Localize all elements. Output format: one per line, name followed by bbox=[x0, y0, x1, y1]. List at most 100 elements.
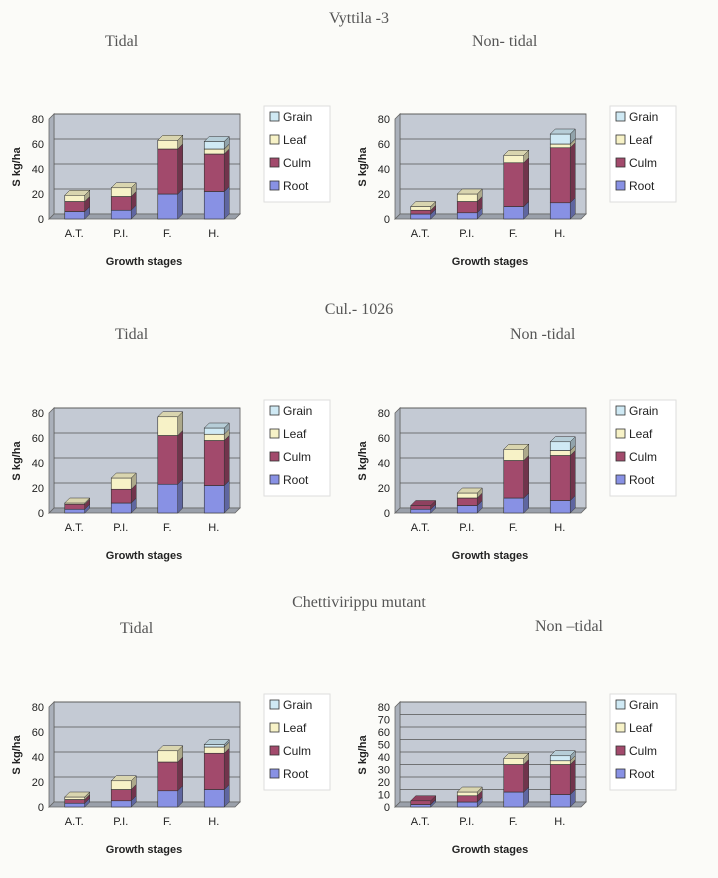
legend-label: Leaf bbox=[283, 721, 307, 735]
chart-cul1026-tidal: 0 20 40 60 80 A.T. P.I. F. H. Growth stages S kg/h… bbox=[6, 390, 346, 572]
y-tick-label: 0 bbox=[384, 802, 390, 814]
bar-segment bbox=[203, 422, 230, 435]
bar-segment bbox=[203, 148, 230, 193]
bar-segment bbox=[157, 134, 184, 150]
legend-swatch bbox=[615, 451, 626, 462]
x-tick-label: A.T. bbox=[411, 816, 430, 828]
tidal-label-3: Tidal bbox=[120, 620, 154, 637]
bar-segment bbox=[110, 775, 137, 791]
y-tick-label: 50 bbox=[378, 740, 390, 752]
x-axis-title: Growth stages bbox=[452, 550, 528, 562]
bar-segment bbox=[456, 487, 483, 499]
y-tick-label: 0 bbox=[384, 508, 390, 520]
bar-segment bbox=[157, 411, 184, 437]
x-tick-label: A.T. bbox=[65, 816, 84, 828]
legend-label: Culm bbox=[283, 744, 311, 758]
legend-swatch bbox=[269, 699, 280, 710]
y-tick-label: 10 bbox=[378, 790, 390, 802]
x-tick-label: A.T. bbox=[65, 522, 84, 534]
legend-swatch bbox=[615, 111, 626, 122]
legend-swatch bbox=[615, 157, 626, 168]
y-tick-label: 80 bbox=[378, 408, 390, 420]
chart-vyttila-tidal: 0 20 40 60 80 A.T. P.I. F. H. Growth stages S kg/h… bbox=[6, 96, 346, 278]
legend-swatch bbox=[615, 722, 626, 733]
legend-label: Root bbox=[629, 767, 655, 781]
y-axis-title: S kg/ha bbox=[357, 735, 369, 775]
legend-swatch bbox=[269, 157, 280, 168]
legend-swatch bbox=[269, 768, 280, 779]
x-tick-label: F. bbox=[509, 522, 518, 534]
bar-segment bbox=[503, 443, 530, 462]
bar-segment bbox=[203, 135, 230, 150]
y-tick-label: 60 bbox=[378, 139, 390, 151]
y-tick-label: 80 bbox=[378, 702, 390, 714]
bar-segment bbox=[110, 472, 137, 490]
bar-segment bbox=[110, 182, 137, 198]
legend-label: Grain bbox=[283, 698, 312, 712]
bar-segment bbox=[203, 738, 230, 748]
bar-segment bbox=[456, 786, 483, 797]
y-tick-label: 30 bbox=[378, 765, 390, 777]
legend-label: Leaf bbox=[629, 133, 653, 147]
y-tick-label: 40 bbox=[378, 752, 390, 764]
bar-segment bbox=[549, 750, 576, 762]
y-tick-label: 20 bbox=[32, 189, 44, 201]
legend-swatch bbox=[269, 428, 280, 439]
y-tick-label: 20 bbox=[378, 483, 390, 495]
x-tick-label: P.I. bbox=[459, 522, 474, 534]
y-tick-label: 20 bbox=[378, 777, 390, 789]
y-tick-label: 20 bbox=[378, 189, 390, 201]
bar-segment bbox=[503, 149, 530, 164]
x-axis-title: Growth stages bbox=[452, 256, 528, 268]
bar-segment bbox=[503, 454, 530, 499]
bar-segment bbox=[456, 188, 483, 203]
x-axis-title: Growth stages bbox=[106, 844, 182, 856]
x-tick-label: H. bbox=[554, 522, 565, 534]
bar-segment bbox=[157, 429, 184, 485]
legend-label: Culm bbox=[629, 450, 657, 464]
chart-cul1026-nontidal: 0 20 40 60 80 A.T. P.I. F. H. Growth stages S kg/h… bbox=[352, 390, 692, 572]
legend-label: Leaf bbox=[283, 133, 307, 147]
tidal-label-1: Tidal bbox=[105, 33, 139, 50]
chart-chettivirippu-tidal: 0 20 40 60 80 A.T. P.I. F. H. Growth stages S kg/h… bbox=[6, 684, 346, 866]
x-tick-label: H. bbox=[208, 522, 219, 534]
nontidal-label-2: Non -tidal bbox=[510, 326, 576, 343]
bar-segment bbox=[410, 795, 437, 806]
y-tick-label: 80 bbox=[32, 114, 44, 126]
legend-swatch bbox=[269, 180, 280, 191]
chart-vyttila-nontidal: 0 20 40 60 80 A.T. P.I. F. H. Growth stages S kg/h… bbox=[352, 96, 692, 278]
bar-segment bbox=[503, 752, 530, 766]
x-axis-title: Growth stages bbox=[452, 844, 528, 856]
plot-side-wall bbox=[394, 701, 401, 808]
bar-segment bbox=[203, 434, 230, 487]
plot-side-wall bbox=[394, 407, 401, 514]
x-tick-label: A.T. bbox=[411, 228, 430, 240]
legend-swatch bbox=[615, 745, 626, 756]
y-axis-title: S kg/ha bbox=[11, 735, 23, 775]
y-axis-title: S kg/ha bbox=[357, 441, 369, 481]
legend-swatch bbox=[269, 474, 280, 485]
x-tick-label: P.I. bbox=[113, 228, 128, 240]
legend-swatch bbox=[615, 405, 626, 416]
y-tick-label: 40 bbox=[32, 458, 44, 470]
y-tick-label: 70 bbox=[378, 715, 390, 727]
bar-segment bbox=[503, 157, 530, 208]
x-axis-title: Growth stages bbox=[106, 256, 182, 268]
y-tick-label: 0 bbox=[384, 214, 390, 226]
legend-label: Grain bbox=[629, 110, 658, 124]
y-tick-label: 40 bbox=[378, 458, 390, 470]
legend-swatch bbox=[615, 474, 626, 485]
x-tick-label: H. bbox=[554, 228, 565, 240]
bar-segment bbox=[549, 142, 576, 204]
section-title-3: Chettivirippu mutant bbox=[292, 594, 426, 611]
nontidal-label-3: Non –tidal bbox=[535, 618, 603, 635]
x-tick-label: P.I. bbox=[459, 816, 474, 828]
legend-label: Grain bbox=[629, 404, 658, 418]
y-axis-title: S kg/ha bbox=[11, 441, 23, 481]
x-tick-label: H. bbox=[208, 228, 219, 240]
x-tick-label: F. bbox=[163, 228, 172, 240]
bar-segment bbox=[203, 747, 230, 791]
legend-swatch bbox=[269, 722, 280, 733]
tidal-label-2: Tidal bbox=[115, 326, 149, 343]
bar-segment bbox=[549, 449, 576, 502]
